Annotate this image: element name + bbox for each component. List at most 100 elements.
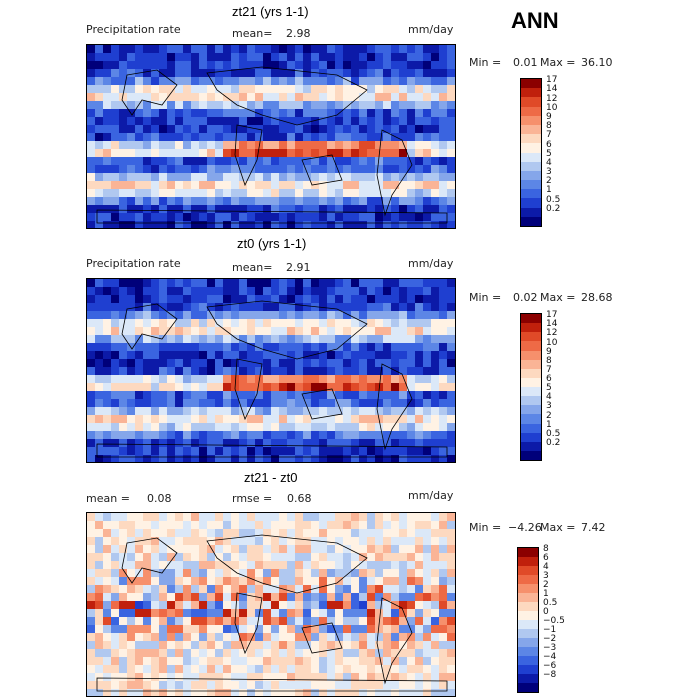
map-cell	[407, 335, 415, 343]
map-cell	[95, 569, 103, 577]
map-cell	[431, 521, 439, 529]
map-cell	[175, 351, 183, 359]
map-cell	[239, 529, 247, 537]
map-cell	[159, 617, 167, 625]
map-cell	[119, 173, 127, 181]
map-cell	[87, 335, 95, 343]
map-cell	[295, 585, 303, 593]
map-cell	[431, 303, 439, 311]
map-cell	[207, 593, 215, 601]
map-cell	[159, 197, 167, 205]
map-cell	[199, 447, 207, 455]
colorbar-tick-label: 14	[546, 84, 558, 95]
colorbar-swatch	[521, 79, 541, 89]
map-cell	[351, 407, 359, 415]
map-cell	[167, 221, 175, 228]
map-cell	[175, 609, 183, 617]
map-cell	[191, 61, 199, 69]
map-cell	[415, 423, 423, 431]
map-cell	[111, 673, 119, 681]
map-cell	[439, 125, 447, 133]
map-cell	[135, 625, 143, 633]
map-cell	[247, 383, 255, 391]
map-cell	[295, 173, 303, 181]
colorbar-swatch	[521, 88, 541, 98]
map-cell	[423, 319, 431, 327]
map-cell	[151, 53, 159, 61]
map-cell	[167, 553, 175, 561]
map-cell	[279, 439, 287, 447]
map-cell	[175, 279, 183, 287]
map-cell	[399, 351, 407, 359]
map-cell	[423, 141, 431, 149]
map-cell	[239, 359, 247, 367]
map-cell	[287, 173, 295, 181]
map-cell	[279, 431, 287, 439]
panel-3-min-label: Min =	[469, 521, 502, 534]
map-cell	[183, 689, 191, 696]
map-cell	[127, 649, 135, 657]
map-cell	[391, 109, 399, 117]
map-cell	[439, 681, 447, 689]
map-cell	[175, 181, 183, 189]
map-cell	[343, 657, 351, 665]
map-cell	[287, 279, 295, 287]
map-cell	[207, 625, 215, 633]
map-cell	[295, 53, 303, 61]
map-cell	[399, 117, 407, 125]
map-cell	[375, 319, 383, 327]
map-cell	[415, 109, 423, 117]
map-cell	[223, 383, 231, 391]
map-cell	[175, 213, 183, 221]
map-cell	[319, 399, 327, 407]
map-cell	[223, 197, 231, 205]
map-cell	[295, 423, 303, 431]
map-cell	[311, 641, 319, 649]
panel-1-units: mm/day	[408, 23, 454, 36]
map-cell	[343, 415, 351, 423]
map-cell	[191, 149, 199, 157]
map-cell	[359, 633, 367, 641]
map-cell	[175, 287, 183, 295]
map-cell	[423, 447, 431, 455]
map-cell	[143, 125, 151, 133]
map-cell	[447, 141, 455, 149]
map-cell	[119, 189, 127, 197]
map-cell	[199, 45, 207, 53]
colorbar-swatch	[518, 575, 538, 584]
map-cell	[351, 633, 359, 641]
map-cell	[295, 577, 303, 585]
map-cell	[359, 609, 367, 617]
map-cell	[127, 133, 135, 141]
coastline	[376, 363, 413, 451]
map-cell	[167, 601, 175, 609]
map-cell	[127, 101, 135, 109]
map-cell	[375, 609, 383, 617]
colorbar-tick-label: 6	[543, 553, 549, 563]
map-cell	[239, 375, 247, 383]
map-cell	[151, 173, 159, 181]
map-cell	[95, 367, 103, 375]
map-cell	[191, 287, 199, 295]
map-cell	[191, 391, 199, 399]
map-cell	[175, 681, 183, 689]
map-cell	[415, 359, 423, 367]
map-cell	[239, 593, 247, 601]
map-cell	[343, 423, 351, 431]
map-cell	[111, 221, 119, 228]
colorbar-tick-label: 9	[546, 346, 552, 357]
map-cell	[255, 109, 263, 117]
map-cell	[375, 303, 383, 311]
map-cell	[439, 617, 447, 625]
map-cell	[239, 181, 247, 189]
map-cell	[279, 367, 287, 375]
map-cell	[223, 157, 231, 165]
map-cell	[375, 545, 383, 553]
map-cell	[399, 53, 407, 61]
colorbar-tick-label: 4	[543, 562, 549, 572]
map-cell	[415, 513, 423, 521]
map-cell	[303, 585, 311, 593]
map-cell	[335, 335, 343, 343]
map-cell	[447, 173, 455, 181]
map-cell	[391, 141, 399, 149]
